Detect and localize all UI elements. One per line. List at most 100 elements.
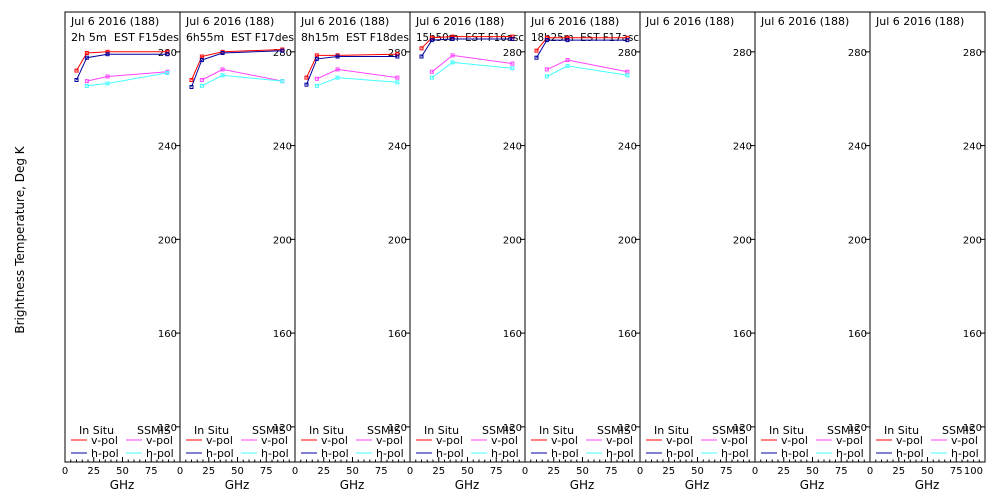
data-point <box>199 77 204 82</box>
data-point <box>220 51 225 56</box>
data-point <box>220 67 225 72</box>
panel-title: Jul 6 2016 (188) <box>645 15 734 28</box>
y-tick-label: 200 <box>733 235 752 246</box>
y-tick-label: 280 <box>848 48 867 59</box>
data-point <box>429 69 434 74</box>
series-line-ssmis-v-pol <box>546 59 628 73</box>
series-line-ssmis-h-pol <box>431 61 513 79</box>
legend-ssmis-v-pol-label: v-pol <box>951 434 978 447</box>
series-line-ssmis-h-pol <box>316 77 398 87</box>
y-tick-label: 240 <box>733 142 752 153</box>
series-line-ssmis-v-pol <box>316 68 398 80</box>
x-tick-label: 100 <box>964 466 983 477</box>
x-tick-label: 50 <box>231 466 244 477</box>
data-point <box>625 69 630 74</box>
x-tick-label: 25 <box>432 466 445 477</box>
legend-ssmis-h-pol-label: h-pol <box>146 447 174 460</box>
series-line-ssmis-v-pol <box>201 68 283 82</box>
panel-3: 120 160 200 240 280 0 25 50 75 GHz Jul 6 2016 (188… <box>292 11 411 492</box>
legend-ssmis-v-pol-label: v-pol <box>491 434 518 447</box>
panel-title: Jul 6 2016 (188) <box>300 15 389 28</box>
data-point <box>544 67 549 72</box>
legend-in-situ-title: In Situ <box>79 424 114 437</box>
panel-subtitle: 6h55m EST F17des <box>186 31 294 44</box>
y-tick-label: 240 <box>273 142 292 153</box>
legend-in-situ-title: In Situ <box>654 424 689 437</box>
y-tick-label: 160 <box>273 329 292 340</box>
panel-title: Jul 6 2016 (188) <box>185 15 274 28</box>
data-point <box>304 82 309 87</box>
panel-7: 120 160 200 240 280 0 25 50 75 GHz Jul 6 2016 (188… <box>752 11 871 492</box>
x-tick-label: 25 <box>547 466 560 477</box>
data-point <box>450 34 455 39</box>
data-point <box>450 53 455 58</box>
y-tick-label: 240 <box>388 142 407 153</box>
x-axis-label: GHz <box>225 478 250 492</box>
y-tick-label: 280 <box>963 48 982 59</box>
x-tick-label: 0 <box>407 466 413 477</box>
y-tick-label: 120 <box>618 423 637 434</box>
panel-8: 120 160 200 240 280 0 25 50 75 100 GHz Jul 6 2016 (… <box>867 11 986 492</box>
data-point <box>199 54 204 59</box>
data-point <box>165 49 170 54</box>
x-tick-label: 25 <box>202 466 215 477</box>
data-point <box>335 67 340 72</box>
x-axis-label: GHz <box>110 478 135 492</box>
x-axis-label: GHz <box>800 478 825 492</box>
data-point <box>105 74 110 79</box>
data-point <box>625 73 630 78</box>
legend-in-situ-h-pol-label: h-pol <box>666 447 694 460</box>
legend-in-situ-h-pol-label: h-pol <box>91 447 119 460</box>
legend-in-situ-h-pol-label: h-pol <box>781 447 809 460</box>
panel-5: 120 160 200 240 280 0 25 50 75 GHz Jul 6 2016 (188… <box>522 11 641 492</box>
x-tick-label: 75 <box>375 466 388 477</box>
legend-ssmis-v-pol-label: v-pol <box>606 434 633 447</box>
y-tick-label: 120 <box>503 423 522 434</box>
data-point <box>419 54 424 59</box>
legend-ssmis-h-pol-label: h-pol <box>606 447 634 460</box>
legend-ssmis-title: SSMIS <box>367 424 401 437</box>
y-tick-label: 280 <box>503 48 522 59</box>
data-point <box>335 75 340 80</box>
legend-in-situ-h-pol-label: h-pol <box>321 447 349 460</box>
data-point <box>510 34 515 39</box>
data-point <box>189 85 194 89</box>
legend-in-situ-title: In Situ <box>539 424 574 437</box>
data-point <box>625 35 630 40</box>
x-tick-label: 50 <box>346 466 359 477</box>
x-axis-label: GHz <box>455 478 480 492</box>
series-line-in-situ-v-pol <box>76 51 168 71</box>
x-tick-label: 75 <box>950 466 963 477</box>
y-tick-label: 280 <box>733 48 752 59</box>
x-tick-label: 50 <box>691 466 704 477</box>
data-point <box>510 36 515 41</box>
data-point <box>429 38 434 43</box>
legend-ssmis-v-pol-label: v-pol <box>146 434 173 447</box>
data-point <box>335 54 340 59</box>
x-tick-label: 0 <box>292 466 298 477</box>
x-tick-label: 0 <box>752 466 758 477</box>
legend-ssmis-h-pol-label: h-pol <box>721 447 749 460</box>
x-tick-label: 50 <box>116 466 129 477</box>
data-point <box>105 81 110 86</box>
y-tick-label: 200 <box>158 235 177 246</box>
x-tick-label: 25 <box>777 466 790 477</box>
x-axis-label: GHz <box>570 478 595 492</box>
legend-in-situ-v-pol-label: v-pol <box>896 434 923 447</box>
data-point <box>625 38 630 43</box>
series-line-in-situ-h-pol <box>536 39 628 58</box>
y-tick-label: 240 <box>503 142 522 153</box>
y-tick-label: 200 <box>273 235 292 246</box>
data-point <box>395 75 400 80</box>
x-tick-label: 50 <box>806 466 819 477</box>
legend-ssmis-title: SSMIS <box>597 424 631 437</box>
data-point <box>280 79 285 84</box>
legend-in-situ-v-pol-label: v-pol <box>321 434 348 447</box>
data-point <box>429 35 434 40</box>
x-tick-label: 25 <box>87 466 100 477</box>
legend-in-situ-title: In Situ <box>884 424 919 437</box>
data-point <box>565 35 570 40</box>
legend-in-situ-h-pol-label: h-pol <box>206 447 234 460</box>
